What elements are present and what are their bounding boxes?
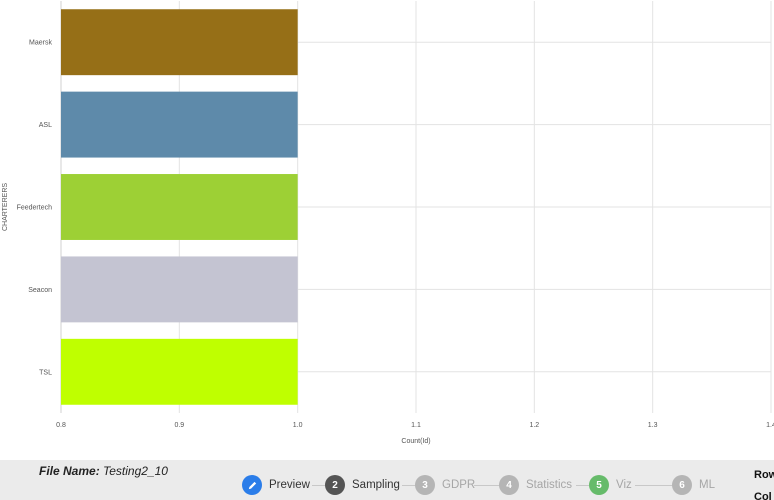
step-gdpr[interactable]: 3 GDPR (415, 474, 475, 496)
step-label: ML (699, 479, 715, 491)
pencil-icon (242, 475, 262, 495)
col-count-label: Col (754, 491, 772, 500)
x-tick-label: 1.1 (411, 422, 421, 429)
step-connector (402, 485, 416, 486)
x-axis-title: Count(Id) (401, 438, 430, 445)
row-col-info: Row Col (754, 464, 774, 500)
step-label: Statistics (526, 479, 573, 491)
y-axis-title: CHARTERERS (2, 183, 9, 231)
step-viz[interactable]: 5 Viz (589, 474, 632, 496)
file-name-label: File Name: (39, 464, 100, 478)
step-connector (474, 485, 500, 486)
step-statistics[interactable]: 4 Statistics (499, 474, 572, 496)
label-layer: 0.8 0.9 1.0 1.1 1.2 1.3 1.4 Maersk ASL Feedertech… (17, 40, 774, 429)
x-tick-label: 0.8 (56, 422, 66, 429)
step-number: 4 (499, 475, 519, 495)
step-number: 2 (325, 475, 345, 495)
file-name-value: Testing2_10 (103, 464, 168, 478)
bar-tsl[interactable] (61, 338, 298, 405)
y-tick-label: Maersk (29, 40, 52, 47)
row-count-label: Row (754, 469, 774, 481)
bar-chart: 0.8 0.9 1.0 1.1 1.2 1.3 1.4 Maersk ASL Feedertech… (2, 1, 774, 445)
bar-asl[interactable] (61, 91, 298, 158)
step-label: GDPR (442, 479, 476, 491)
step-connector (576, 485, 589, 486)
step-connector (312, 485, 326, 486)
bar-seacon[interactable] (61, 256, 298, 323)
step-number: 5 (589, 475, 609, 495)
step-connector (635, 485, 673, 486)
bar-layer (61, 9, 298, 405)
y-tick-label: TSL (39, 369, 52, 376)
step-number: 3 (415, 475, 435, 495)
x-tick-label: 1.4 (766, 422, 774, 429)
step-number: 6 (672, 475, 692, 495)
footer-bar: File Name: Testing2_10 Preview 2 Samplin… (0, 460, 774, 500)
y-tick-label: Seacon (28, 287, 52, 294)
x-tick-label: 1.3 (648, 422, 658, 429)
y-tick-label: Feedertech (17, 205, 53, 212)
step-label: Preview (269, 479, 310, 491)
step-label: Sampling (352, 479, 400, 491)
bar-feedertech[interactable] (61, 174, 298, 240)
step-label: Viz (616, 479, 632, 491)
x-tick-label: 0.9 (174, 422, 184, 429)
step-sampling[interactable]: 2 Sampling (325, 474, 400, 496)
x-tick-label: 1.0 (293, 422, 303, 429)
step-preview[interactable]: Preview (242, 474, 310, 496)
x-tick-label: 1.2 (529, 422, 539, 429)
file-name: File Name: Testing2_10 (39, 464, 168, 478)
chart-svg: 0.8 0.9 1.0 1.1 1.2 1.3 1.4 Maersk ASL Feedertech… (2, 1, 774, 445)
y-tick-label: ASL (39, 122, 52, 129)
bar-maersk[interactable] (61, 9, 298, 76)
step-ml[interactable]: 6 ML (672, 474, 715, 496)
